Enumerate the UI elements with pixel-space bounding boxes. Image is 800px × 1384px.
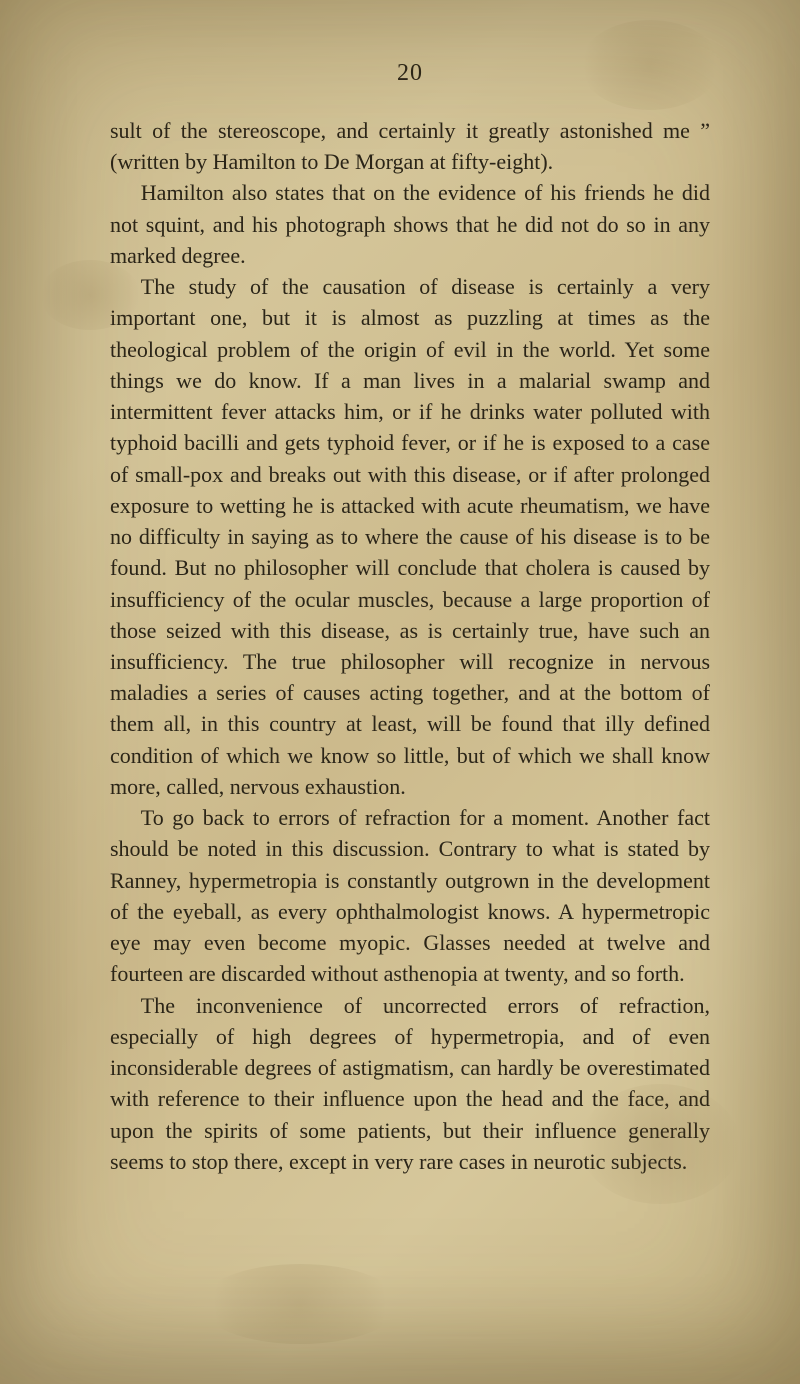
paragraph: The study of the causation of disease is… — [110, 271, 710, 802]
body-text: sult of the stereoscope, and certainly i… — [110, 115, 710, 1177]
document-page: 20 sult of the stereoscope, and certainl… — [0, 0, 800, 1227]
page-number: 20 — [110, 60, 710, 87]
paragraph: To go back to errors of refraction for a… — [110, 802, 710, 989]
paragraph: Hamilton also states that on the evidenc… — [110, 177, 710, 271]
paragraph: sult of the stereoscope, and certainly i… — [110, 115, 710, 177]
age-stain — [200, 1264, 400, 1344]
paragraph: The inconvenience of uncorrected errors … — [110, 990, 710, 1177]
